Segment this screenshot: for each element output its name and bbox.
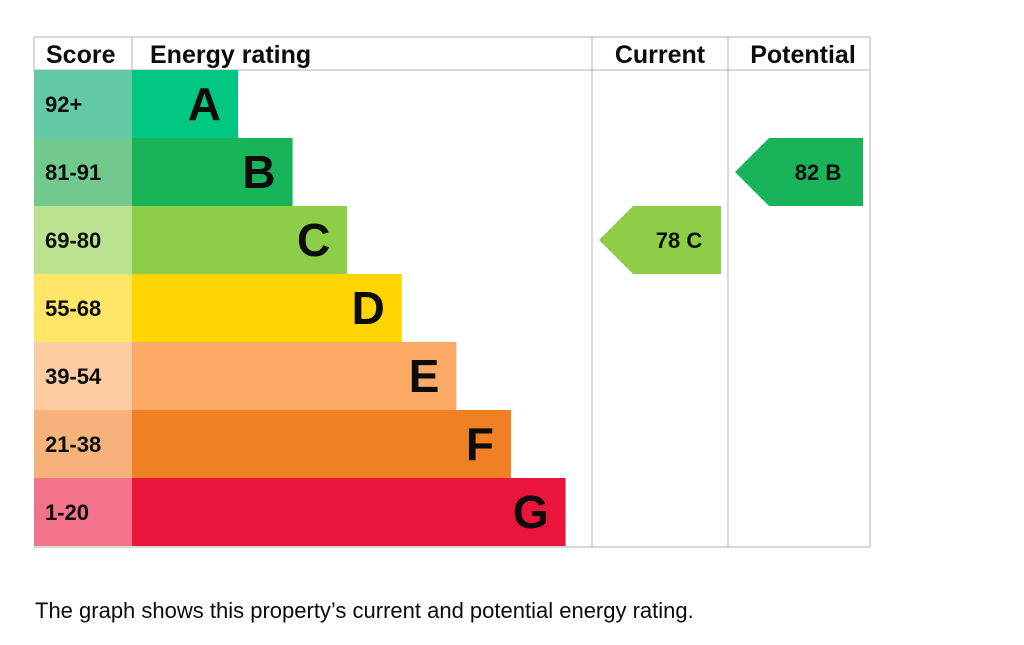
header-score: Score	[46, 41, 116, 69]
score-range-f: 21-38	[45, 432, 101, 457]
band-letter-b: B	[242, 146, 275, 198]
score-cell-g	[34, 478, 132, 546]
score-cell-f	[34, 410, 132, 478]
band-letter-a: A	[188, 78, 221, 130]
score-range-b: 81-91	[45, 160, 101, 185]
band-letter-d: D	[352, 282, 385, 334]
score-range-e: 39-54	[45, 364, 102, 389]
potential-rating-label: 82 B	[795, 160, 841, 185]
score-range-c: 69-80	[45, 228, 101, 253]
chart-caption: The graph shows this property’s current …	[35, 598, 694, 623]
score-range-a: 92+	[45, 92, 82, 117]
score-cell-b	[34, 138, 132, 206]
band-bar-d	[132, 274, 402, 342]
band-bar-f	[132, 410, 511, 478]
rating-bands: 92+ A 81-91 B 69-80 C 55-68 D 39-54 E 21-38 F 1-20 G	[34, 70, 566, 546]
score-range-g: 1-20	[45, 500, 89, 525]
band-bar-a	[132, 70, 238, 138]
score-cell-d	[34, 274, 132, 342]
score-cell-c	[34, 206, 132, 274]
header-potential: Potential	[750, 41, 856, 69]
header-energy-rating: Energy rating	[150, 41, 311, 69]
score-range-d: 55-68	[45, 296, 101, 321]
potential-rating-arrow	[735, 138, 863, 206]
band-letter-c: C	[297, 214, 330, 266]
band-bar-e	[132, 342, 457, 410]
score-cell-a	[34, 70, 132, 138]
current-rating-label: 78 C	[656, 228, 703, 253]
band-letter-g: G	[513, 486, 549, 538]
band-letter-e: E	[409, 350, 440, 402]
header-current: Current	[615, 41, 706, 69]
band-bar-c	[132, 206, 348, 274]
band-bar-g	[132, 478, 566, 546]
rating-arrows: 78 C 82 B	[599, 138, 863, 274]
band-bar-b	[132, 138, 293, 206]
energy-rating-chart: Score Energy rating Current Potential 92…	[33, 36, 871, 548]
score-cell-e	[34, 342, 132, 410]
current-rating-arrow	[599, 206, 721, 274]
band-letter-f: F	[466, 418, 494, 470]
